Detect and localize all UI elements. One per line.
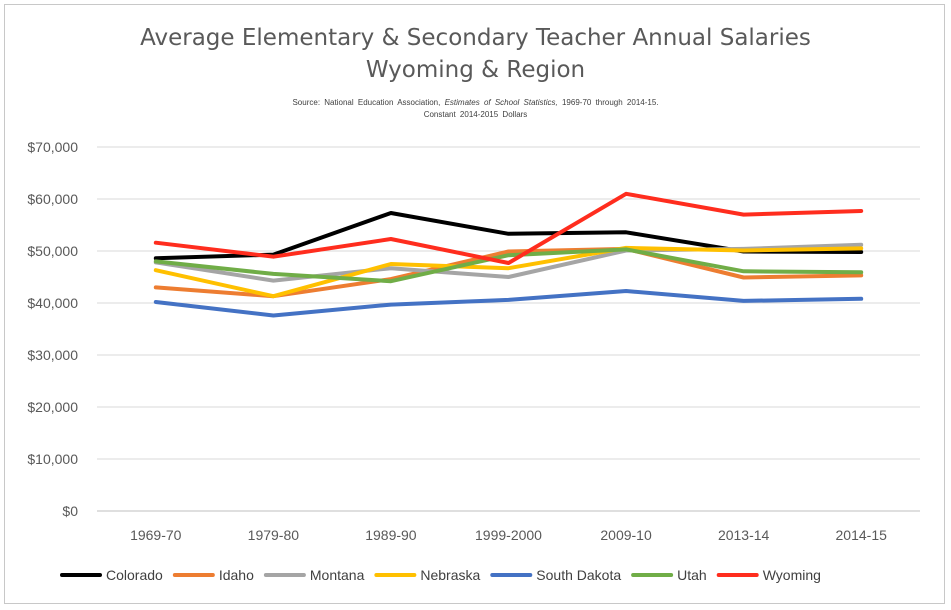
x-tick-label: 1989-90	[365, 527, 417, 543]
chart-title-line-2: Wyoming & Region	[365, 57, 586, 83]
y-tick-label: $30,000	[27, 347, 78, 363]
legend-label: Montana	[310, 567, 365, 583]
x-tick-label: 2009-10	[600, 527, 652, 543]
x-tick-label: 1979-80	[248, 527, 300, 543]
series-line-nebraska	[153, 245, 864, 299]
x-tick-label: 2014-15	[836, 527, 888, 543]
y-tick-label: $50,000	[27, 243, 78, 259]
series-line-south-dakota	[153, 289, 864, 318]
x-axis-ticks: 1969-70 1979-80 1989-90 1999-2000 2009-10 201…	[130, 527, 887, 543]
legend-label: Utah	[677, 567, 707, 583]
chart-title-line-1: Average Elementary & Secondary Teacher A…	[140, 25, 811, 51]
legend: Colorado Idaho Montana Nebraska South Dakota…	[60, 567, 821, 583]
y-tick-label: $40,000	[27, 295, 78, 311]
source-range: 1969-70 through 2014-15.	[561, 98, 659, 107]
gridlines	[97, 146, 920, 512]
y-axis-ticks: $0 $10,000 $20,000 $30,000 $40,000 $50,000 $60…	[27, 139, 78, 519]
source-org: National Education Association,	[324, 98, 441, 107]
source-publication: Estimates of School Statistics,	[444, 98, 558, 107]
y-tick-label: $0	[62, 503, 78, 519]
chart-title: Average Elementary & Secondary Teacher A…	[0, 22, 951, 86]
y-tick-label: $10,000	[27, 451, 78, 467]
legend-label: South Dakota	[536, 567, 621, 583]
legend-label: Colorado	[106, 567, 163, 583]
chart-source: Source: National Education Association, …	[0, 97, 951, 121]
series-lines	[153, 191, 864, 318]
series-line-utah	[153, 247, 864, 284]
legend-label: Idaho	[219, 567, 254, 583]
y-tick-label: $70,000	[27, 139, 78, 155]
x-tick-label: 1969-70	[130, 527, 182, 543]
legend-label: Wyoming	[763, 567, 821, 583]
x-tick-label: 2013-14	[718, 527, 770, 543]
source-note: Constant 2014-2015 Dollars	[423, 110, 528, 119]
y-tick-label: $20,000	[27, 399, 78, 415]
y-tick-label: $60,000	[27, 191, 78, 207]
source-label: Source:	[292, 98, 321, 107]
x-tick-label: 1999-2000	[475, 527, 542, 543]
legend-label: Nebraska	[420, 567, 480, 583]
series-line-wyoming	[153, 191, 864, 265]
